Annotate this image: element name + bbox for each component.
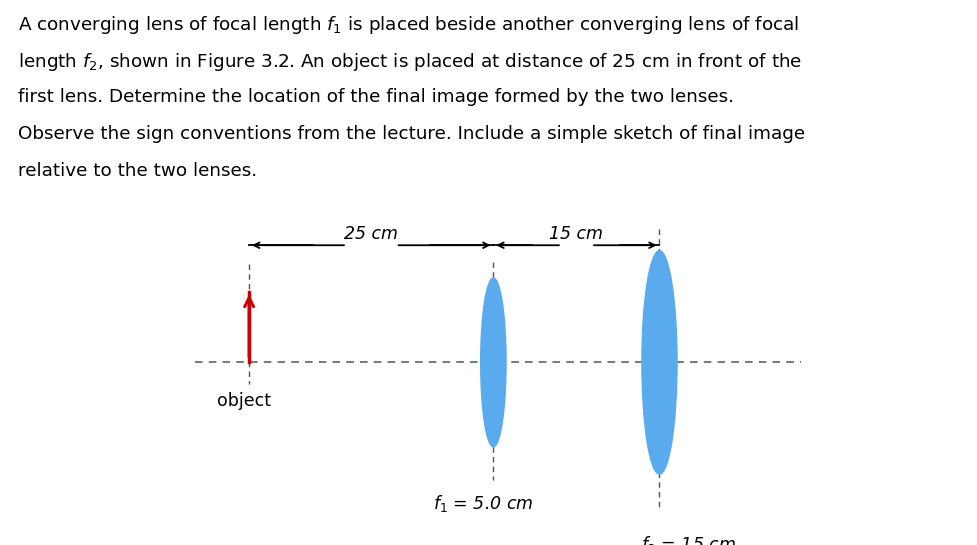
Ellipse shape xyxy=(642,251,677,474)
Text: A converging lens of focal length $f_1$ is placed beside another converging lens: A converging lens of focal length $f_1$ … xyxy=(18,14,799,35)
Text: 25 cm: 25 cm xyxy=(344,225,399,243)
Text: Observe the sign conventions from the lecture. Include a simple sketch of final : Observe the sign conventions from the le… xyxy=(18,125,805,143)
Text: $f_1$ = 5.0 cm: $f_1$ = 5.0 cm xyxy=(434,493,533,514)
Text: $f_2$ = 15 cm: $f_2$ = 15 cm xyxy=(641,534,737,545)
Ellipse shape xyxy=(481,278,506,447)
Text: 15 cm: 15 cm xyxy=(549,225,604,243)
Text: object: object xyxy=(217,392,272,410)
Text: relative to the two lenses.: relative to the two lenses. xyxy=(18,162,257,180)
Text: length $f_2$, shown in Figure 3.2. An object is placed at distance of 25 cm in f: length $f_2$, shown in Figure 3.2. An ob… xyxy=(18,51,802,72)
Text: first lens. Determine the location of the final image formed by the two lenses.: first lens. Determine the location of th… xyxy=(18,88,734,106)
